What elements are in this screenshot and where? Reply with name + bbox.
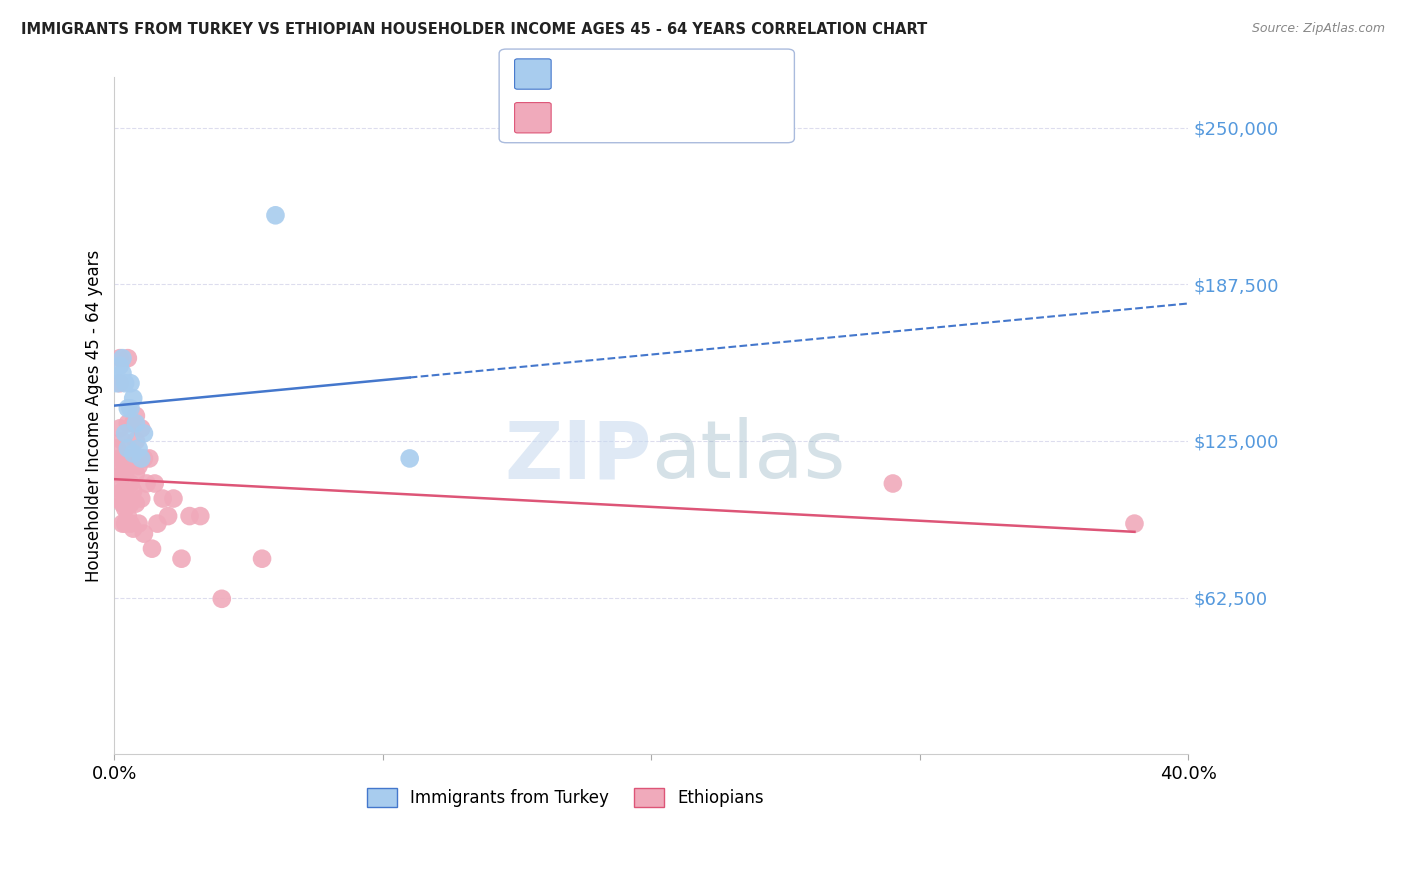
Point: [264, 208, 287, 222]
Point: [105, 442, 128, 456]
Point: [125, 434, 148, 448]
Text: Source: ZipAtlas.com: Source: ZipAtlas.com: [1251, 22, 1385, 36]
Text: N = 18: N = 18: [655, 67, 713, 81]
Point: [128, 442, 150, 456]
Text: R =: R =: [560, 67, 593, 81]
Point: [114, 451, 136, 466]
Point: [120, 476, 142, 491]
Point: [128, 458, 150, 473]
Point: [105, 376, 128, 391]
Point: [132, 526, 155, 541]
Point: [111, 366, 134, 380]
Point: [117, 417, 139, 431]
Point: [114, 467, 136, 481]
Point: [129, 491, 152, 506]
Point: [398, 451, 420, 466]
Point: [114, 426, 136, 441]
Point: [157, 509, 180, 524]
Point: [129, 421, 152, 435]
Point: [129, 451, 152, 466]
Point: [117, 351, 139, 366]
Y-axis label: Householder Income Ages 45 - 64 years: Householder Income Ages 45 - 64 years: [86, 250, 103, 582]
Point: [125, 497, 148, 511]
Point: [122, 392, 145, 406]
Point: [114, 483, 136, 498]
Text: R =: R =: [560, 111, 593, 125]
Point: [117, 509, 139, 524]
Legend: Immigrants from Turkey, Ethiopians: Immigrants from Turkey, Ethiopians: [360, 781, 770, 814]
Point: [188, 509, 211, 524]
Point: [129, 451, 152, 466]
Point: [1123, 516, 1146, 531]
Point: [108, 359, 131, 373]
Point: [170, 551, 193, 566]
Point: [108, 421, 131, 435]
Text: N = 57: N = 57: [665, 111, 723, 125]
Point: [117, 401, 139, 416]
Point: [117, 451, 139, 466]
Point: [114, 501, 136, 516]
Point: [122, 417, 145, 431]
Point: [120, 516, 142, 531]
Point: [120, 497, 142, 511]
Point: [128, 516, 150, 531]
Point: [111, 516, 134, 531]
Point: [105, 467, 128, 481]
Point: [108, 351, 131, 366]
Point: [179, 509, 201, 524]
Text: 0.112: 0.112: [599, 67, 647, 81]
Text: ZIP: ZIP: [503, 417, 651, 495]
Text: -0.293: -0.293: [599, 111, 654, 125]
Point: [108, 376, 131, 391]
Point: [138, 451, 160, 466]
Point: [211, 591, 233, 606]
Point: [125, 409, 148, 423]
Point: [114, 516, 136, 531]
Point: [143, 476, 166, 491]
Point: [125, 417, 148, 431]
Point: [132, 426, 155, 441]
Point: [135, 476, 157, 491]
Point: [141, 541, 163, 556]
Point: [122, 522, 145, 536]
Point: [146, 516, 169, 531]
Point: [152, 491, 174, 506]
Point: [882, 476, 904, 491]
Point: [111, 434, 134, 448]
Point: [111, 497, 134, 511]
Point: [132, 451, 155, 466]
Point: [108, 451, 131, 466]
Point: [122, 451, 145, 466]
Point: [108, 476, 131, 491]
Point: [111, 351, 134, 366]
Point: [120, 376, 142, 391]
Point: [117, 442, 139, 456]
Point: [250, 551, 273, 566]
Point: [122, 483, 145, 498]
Point: [120, 458, 142, 473]
Point: [105, 491, 128, 506]
Point: [120, 401, 142, 416]
Point: [162, 491, 184, 506]
Point: [125, 467, 148, 481]
Point: [111, 483, 134, 498]
Point: [111, 467, 134, 481]
Point: [114, 376, 136, 391]
Text: atlas: atlas: [651, 417, 845, 495]
Text: IMMIGRANTS FROM TURKEY VS ETHIOPIAN HOUSEHOLDER INCOME AGES 45 - 64 YEARS CORREL: IMMIGRANTS FROM TURKEY VS ETHIOPIAN HOUS…: [21, 22, 928, 37]
Point: [122, 446, 145, 460]
Point: [111, 451, 134, 466]
